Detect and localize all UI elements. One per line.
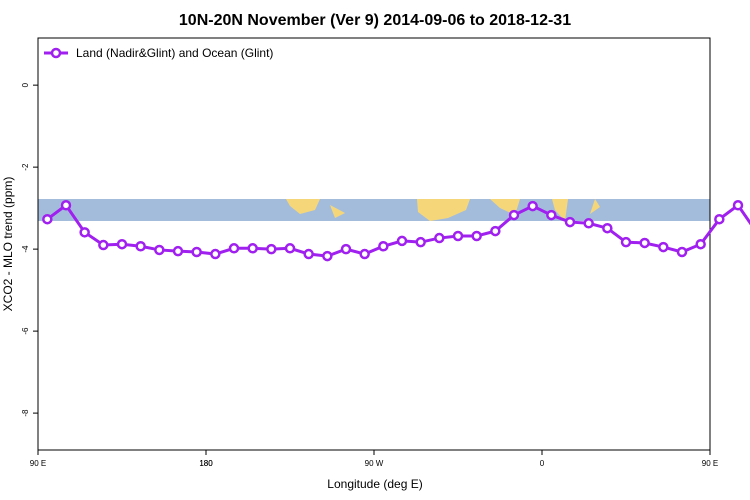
data-point	[527, 200, 538, 212]
data-point	[452, 230, 464, 242]
data-point	[378, 241, 389, 252]
data-point	[266, 243, 277, 255]
data-point	[60, 200, 72, 211]
data-point	[695, 238, 706, 250]
data-point	[228, 243, 240, 254]
data-point	[284, 243, 296, 254]
data-point	[508, 209, 520, 221]
data-point	[98, 239, 109, 251]
data-point	[639, 237, 650, 249]
data-point	[434, 232, 445, 244]
legend-marker	[50, 47, 62, 59]
data-point	[322, 250, 333, 262]
data-point	[602, 222, 613, 234]
data-point	[191, 246, 202, 258]
data-point	[396, 235, 408, 247]
data-point	[359, 248, 370, 260]
data-point	[620, 236, 632, 248]
data-point	[247, 243, 258, 254]
data-point	[210, 248, 221, 260]
data-point	[42, 213, 53, 225]
x-axis-label: Longitude (deg E)	[327, 477, 422, 491]
data-point	[658, 241, 669, 253]
data-point	[732, 200, 744, 211]
y-axis-label: XCO2 - MLO trend (ppm)	[1, 177, 15, 312]
x-tick-label: 90 E	[702, 459, 718, 468]
data-point	[714, 213, 725, 225]
y-tick-label: -6	[21, 327, 30, 335]
y-tick-label: -4	[21, 245, 30, 253]
x-tick-label: 180	[199, 459, 213, 468]
data-point	[154, 244, 165, 256]
data-point	[303, 248, 314, 260]
map-band	[38, 199, 710, 221]
legend-label: Land (Nadir&Glint) and Ocean (Glint)	[76, 46, 273, 60]
data-point	[471, 230, 482, 242]
data-point	[172, 245, 184, 257]
data-point	[116, 238, 128, 250]
data-point	[546, 209, 557, 221]
x-tick-label: 0	[540, 459, 545, 468]
x-tick-label: 180	[199, 459, 213, 468]
chart-title: 10N-20N November (Ver 9) 2014-09-06 to 2…	[179, 12, 571, 29]
data-point	[583, 218, 594, 229]
data-point	[415, 236, 426, 248]
x-tick-label: 90 E	[30, 459, 46, 468]
y-tick-label: -2	[21, 163, 30, 171]
data-point	[564, 216, 576, 228]
y-tick-label: 0	[21, 82, 30, 87]
data-point	[79, 227, 90, 238]
data-point	[676, 246, 688, 258]
data-point	[135, 241, 146, 252]
data-point	[490, 225, 501, 237]
y-tick-label: -8	[21, 409, 30, 417]
data-point	[340, 243, 352, 255]
x-tick-label: 90 W	[365, 459, 384, 468]
